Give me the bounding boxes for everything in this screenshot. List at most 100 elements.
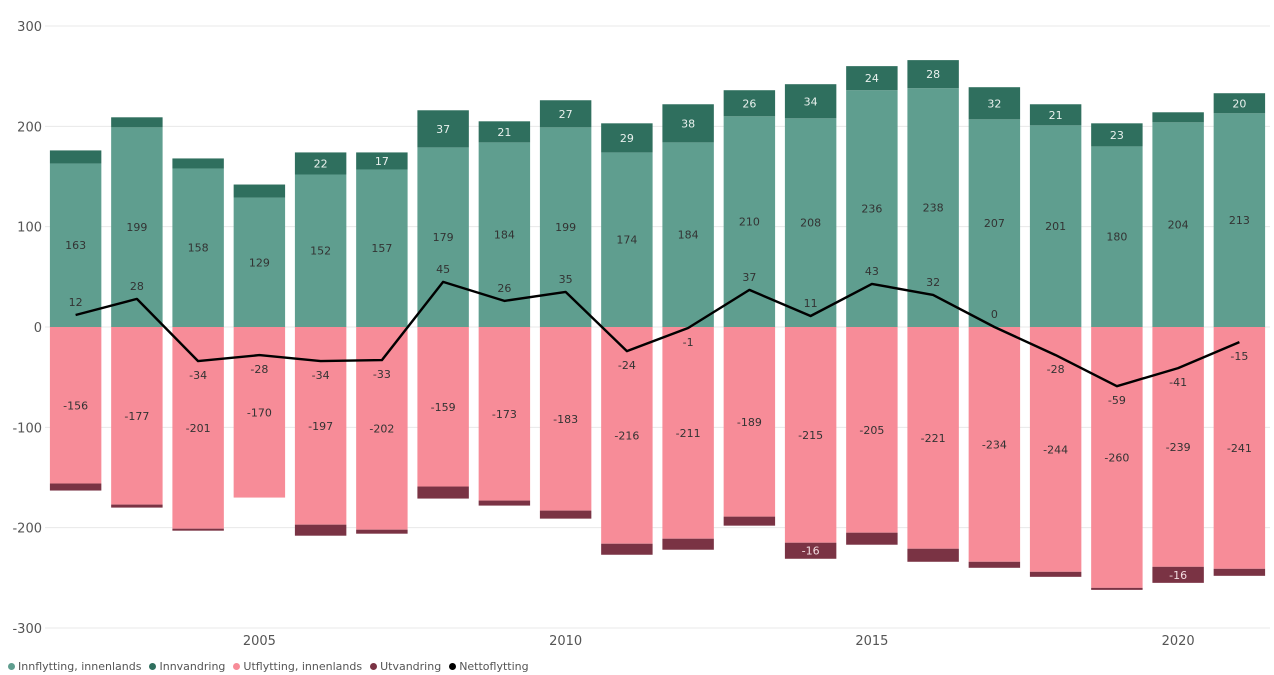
data-label-utflytting-innenlands: -156 [63, 399, 88, 412]
data-label-innflytting-innenlands: 174 [616, 234, 637, 247]
data-label-utflytting-innenlands: -241 [1227, 442, 1252, 455]
data-label-nettoflytting: -34 [312, 369, 330, 382]
data-label-nettoflytting: -24 [618, 359, 636, 372]
x-tick-label: 2015 [855, 634, 888, 649]
bar-innflytting-innenlands [294, 174, 347, 327]
gridlines [45, 25, 1270, 629]
legend-label: Nettoflytting [459, 659, 529, 673]
data-label-nettoflytting: -59 [1108, 394, 1126, 407]
data-label-utflytting-innenlands: -211 [676, 427, 701, 440]
legend-item-nettoflytting: Nettoflytting [449, 659, 529, 673]
data-label-nettoflytting: 35 [559, 273, 573, 286]
legend-item-innvandring: Innvandring [149, 660, 225, 673]
bar-utvandring [846, 532, 898, 545]
data-label-nettoflytting: 0 [991, 308, 998, 321]
x-tick-label: 2010 [549, 634, 582, 649]
bar-innvandring [417, 110, 469, 148]
y-tick-label: -100 [12, 421, 42, 436]
data-label-utflytting-innenlands: -260 [1104, 451, 1129, 464]
bar-innflytting-innenlands [356, 169, 408, 327]
data-label-utvandring: -16 [1169, 569, 1187, 582]
bar-utflytting-innenlands [1213, 327, 1266, 569]
data-label-innvandring: 21 [497, 126, 511, 139]
y-tick-label: -200 [12, 522, 42, 537]
data-label-nettoflytting: -28 [250, 363, 268, 376]
bar-innflytting-innenlands [968, 119, 1021, 327]
data-label-innvandring: 38 [681, 117, 695, 130]
data-label-innflytting-innenlands: 129 [249, 256, 270, 269]
bar-innvandring [539, 100, 592, 128]
bar-innvandring [233, 184, 286, 198]
data-label-innflytting-innenlands: 208 [800, 217, 821, 230]
bar-utvandring [356, 529, 408, 534]
data-label-innvandring: 20 [1232, 97, 1246, 110]
data-label-nettoflytting: -1 [683, 336, 694, 349]
bar-utvandring [784, 542, 837, 559]
legend-marker [233, 662, 241, 670]
legend-label: Utvandring [380, 659, 442, 673]
bar-innvandring [1091, 123, 1143, 147]
bar-innflytting-innenlands [784, 118, 837, 327]
data-label-innflytting-innenlands: 238 [923, 202, 944, 215]
bar-innvandring [662, 104, 714, 143]
legend-item-utflytting-innenlands: Utflytting, innenlands [233, 660, 362, 673]
legend: Innflytting, innenlands Innvandring Utflyt… [8, 657, 537, 675]
bar-utvandring [49, 483, 102, 491]
data-label-nettoflytting: -15 [1230, 350, 1248, 363]
data-label-innvandring: 26 [742, 97, 756, 110]
bar-utvandring [907, 548, 959, 562]
bar-innvandring [172, 158, 224, 169]
data-label-innvandring: 32 [987, 97, 1001, 110]
data-label-utflytting-innenlands: -159 [431, 401, 456, 414]
bar-utflytting-innenlands [662, 327, 714, 539]
data-label-innvandring: 27 [559, 108, 573, 121]
data-label-innflytting-innenlands: 204 [1168, 219, 1189, 232]
data-label-utflytting-innenlands: -170 [247, 406, 272, 419]
legend-marker [370, 662, 378, 670]
bar-utflytting-innenlands [1091, 327, 1143, 588]
bar-utvandring [539, 510, 592, 519]
bar-innflytting-innenlands [111, 127, 163, 327]
bar-utflytting-innenlands [417, 327, 469, 487]
x-tick-label: 2020 [1162, 634, 1195, 649]
bar-utflytting-innenlands [968, 327, 1021, 562]
data-label-nettoflytting: 32 [926, 276, 940, 289]
data-label-innflytting-innenlands: 179 [433, 231, 454, 244]
data-label-utflytting-innenlands: -197 [308, 420, 333, 433]
bar-utflytting-innenlands [49, 327, 102, 484]
data-label-utflytting-innenlands: -205 [859, 424, 884, 437]
data-label-innflytting-innenlands: 158 [188, 242, 209, 255]
y-tick-label: 100 [17, 221, 42, 236]
bar-utvandring [478, 500, 531, 506]
legend-label: Innflytting, innenlands [18, 659, 142, 673]
bar-innvandring [49, 150, 102, 164]
data-label-nettoflytting: 11 [804, 297, 818, 310]
data-label-utflytting-innenlands: -234 [982, 438, 1007, 451]
nettoflytting-line [75, 280, 1240, 388]
bar-innflytting-innenlands [49, 163, 102, 327]
bar-utflytting-innenlands [111, 327, 163, 505]
data-label-utflytting-innenlands: -177 [124, 410, 149, 423]
data-label-nettoflytting: -41 [1169, 376, 1187, 389]
bar-utvandring [723, 516, 776, 526]
legend-label: Utflytting, innenlands [243, 659, 363, 673]
bar-utvandring [968, 561, 1021, 568]
bar-utflytting-innenlands [601, 327, 653, 544]
data-label-innvandring: 34 [804, 95, 818, 108]
net-labels: 12 28 -34 -28 -34 -33 45 26 35 -24 -1 37 11 43 32 0 -28 -… [69, 263, 1249, 407]
data-label-innflytting-innenlands: 184 [678, 229, 699, 242]
data-label-innvandring: 17 [375, 155, 389, 168]
bar-utflytting-innenlands [846, 327, 898, 533]
bar-innvandring [907, 60, 959, 89]
data-label-innvandring: 29 [620, 132, 634, 145]
data-label-nettoflytting: 26 [497, 282, 511, 295]
bar-utflytting-innenlands [1029, 327, 1082, 572]
bar-innflytting-innenlands [723, 116, 776, 327]
bar-innvandring [784, 84, 837, 119]
y-tick-label: 300 [17, 20, 42, 35]
data-label-utflytting-innenlands: -202 [369, 422, 394, 435]
bar-innflytting-innenlands [1091, 146, 1143, 327]
legend-item-innflytting-innenlands: Innflytting, innenlands [8, 660, 141, 673]
bar-utvandring [1213, 568, 1266, 576]
data-label-utflytting-innenlands: -173 [492, 408, 517, 421]
